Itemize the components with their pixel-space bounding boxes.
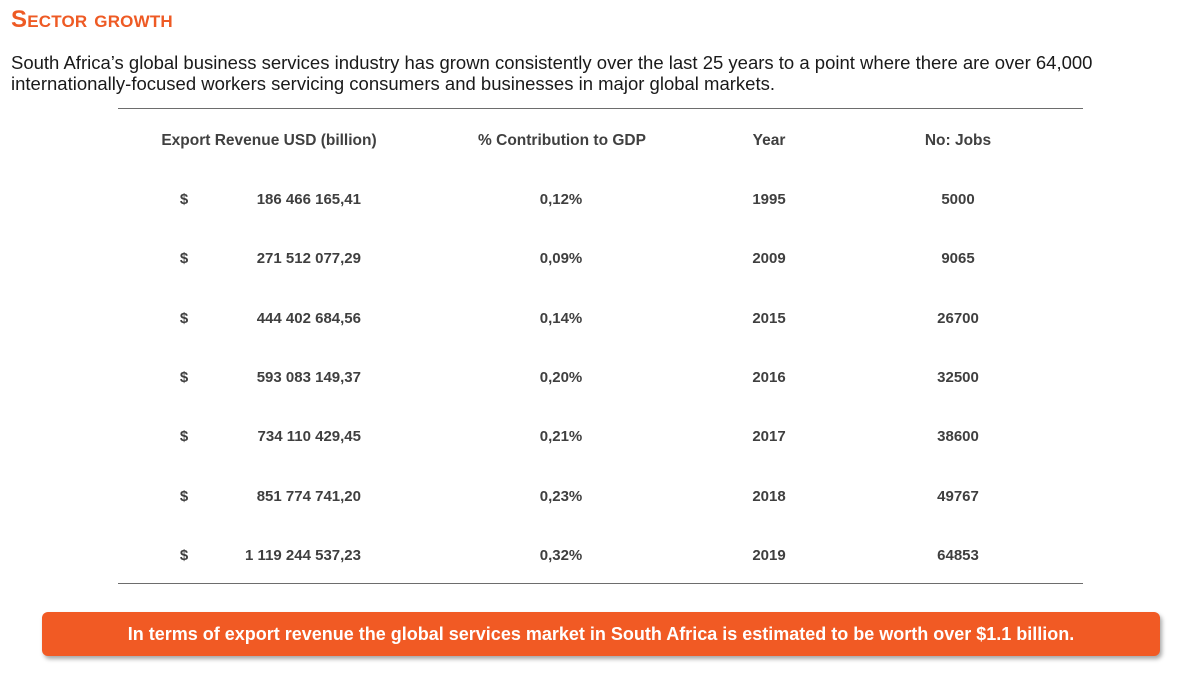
cell-gdp-contribution: 0,14%: [539, 310, 583, 327]
cell-currency: $: [179, 191, 189, 208]
cell-currency: $: [179, 310, 189, 327]
cell-export-revenue: 186 466 165,41: [256, 191, 361, 208]
cell-year: 2017: [752, 428, 786, 445]
header-gdp-contribution: % Contribution to GDP: [478, 132, 646, 149]
summary-callout-text: In terms of export revenue the global se…: [127, 623, 1075, 644]
cell-year: 2015: [752, 310, 786, 327]
cell-year: 2018: [752, 488, 786, 505]
cell-currency: $: [179, 547, 189, 564]
cell-year: 2016: [752, 369, 786, 386]
cell-year: 1995: [752, 191, 786, 208]
summary-callout: In terms of export revenue the global se…: [42, 612, 1160, 656]
cell-year: 2009: [752, 250, 786, 267]
cell-gdp-contribution: 0,12%: [539, 191, 583, 208]
cell-currency: $: [179, 488, 189, 505]
cell-export-revenue: 593 083 149,37: [256, 369, 361, 386]
cell-export-revenue: 851 774 741,20: [256, 488, 361, 505]
table-top-rule: [118, 108, 1083, 109]
table-bottom-rule: [118, 583, 1083, 584]
cell-jobs: 32500: [937, 369, 979, 386]
cell-jobs: 38600: [937, 428, 979, 445]
header-year: Year: [752, 132, 786, 149]
cell-gdp-contribution: 0,32%: [539, 547, 583, 564]
cell-gdp-contribution: 0,09%: [539, 250, 583, 267]
cell-year: 2019: [752, 547, 786, 564]
header-jobs: No: Jobs: [924, 132, 992, 149]
cell-gdp-contribution: 0,21%: [539, 428, 583, 445]
cell-export-revenue: 1 119 244 537,23: [245, 547, 361, 564]
cell-jobs: 49767: [937, 488, 979, 505]
cell-currency: $: [179, 369, 189, 386]
cell-gdp-contribution: 0,20%: [539, 369, 583, 386]
cell-jobs: 64853: [937, 547, 979, 564]
cell-currency: $: [179, 428, 189, 445]
cell-currency: $: [179, 250, 189, 267]
header-export-revenue: Export Revenue USD (billion): [161, 132, 377, 149]
cell-export-revenue: 271 512 077,29: [256, 250, 361, 267]
page-title: Sector growth: [11, 6, 173, 33]
cell-jobs: 26700: [937, 310, 979, 327]
cell-jobs: 5000: [941, 191, 975, 208]
cell-export-revenue: 734 110 429,45: [257, 428, 361, 445]
cell-export-revenue: 444 402 684,56: [256, 310, 361, 327]
cell-jobs: 9065: [941, 250, 975, 267]
cell-gdp-contribution: 0,23%: [539, 488, 583, 505]
intro-paragraph: South Africa’s global business services …: [11, 52, 1093, 94]
